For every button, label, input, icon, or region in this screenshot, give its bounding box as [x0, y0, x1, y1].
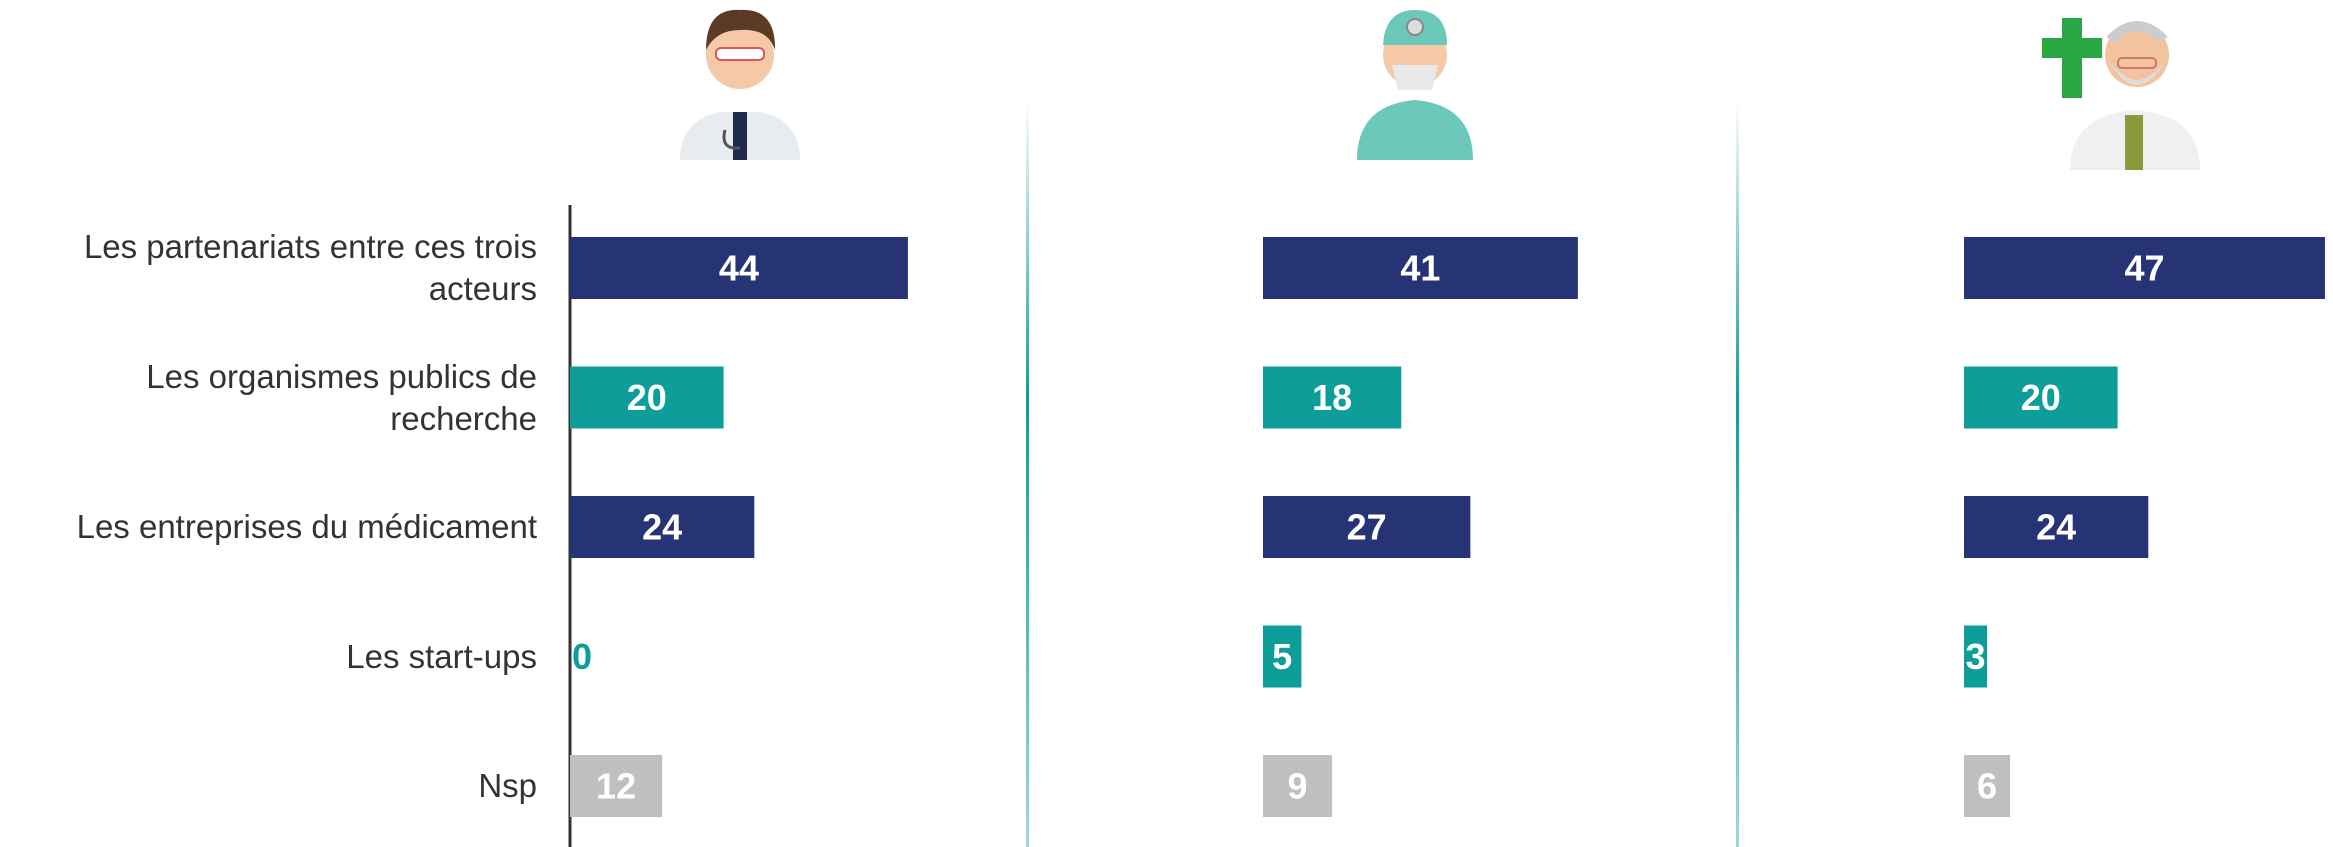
- value-label: 18: [1312, 377, 1352, 418]
- value-label: 0: [572, 636, 592, 677]
- page: 44 20 24 0 12 41 18 27 5 9 47 20 24 3 6 Les partenaria…: [0, 0, 2333, 847]
- value-label: 47: [2124, 248, 2164, 289]
- value-label: 44: [719, 248, 759, 289]
- separator: [1736, 100, 1739, 847]
- value-label: 24: [2036, 507, 2076, 548]
- category-label: Les partenariats entre ces trois acteurs: [10, 203, 537, 333]
- value-label: 20: [2021, 377, 2061, 418]
- value-label: 12: [596, 766, 636, 807]
- value-label: 20: [627, 377, 667, 418]
- value-label: 3: [1966, 636, 1986, 677]
- value-label: 27: [1347, 507, 1387, 548]
- category-label: Les start-ups: [10, 592, 537, 722]
- value-label: 5: [1272, 636, 1292, 677]
- value-label: 6: [1977, 766, 1997, 807]
- category-label: Les entreprises du médicament: [10, 462, 537, 592]
- icon-doctor: [680, 10, 800, 160]
- category-label: Les organismes publics de recherche: [10, 333, 537, 463]
- icon-pharmacist: [2042, 18, 2200, 170]
- category-label: Nsp: [10, 721, 537, 847]
- value-label: 41: [1400, 248, 1440, 289]
- separator: [1026, 100, 1029, 847]
- value-label: 9: [1288, 766, 1308, 807]
- value-label: 24: [642, 507, 682, 548]
- icon-surgeon: [1357, 10, 1473, 160]
